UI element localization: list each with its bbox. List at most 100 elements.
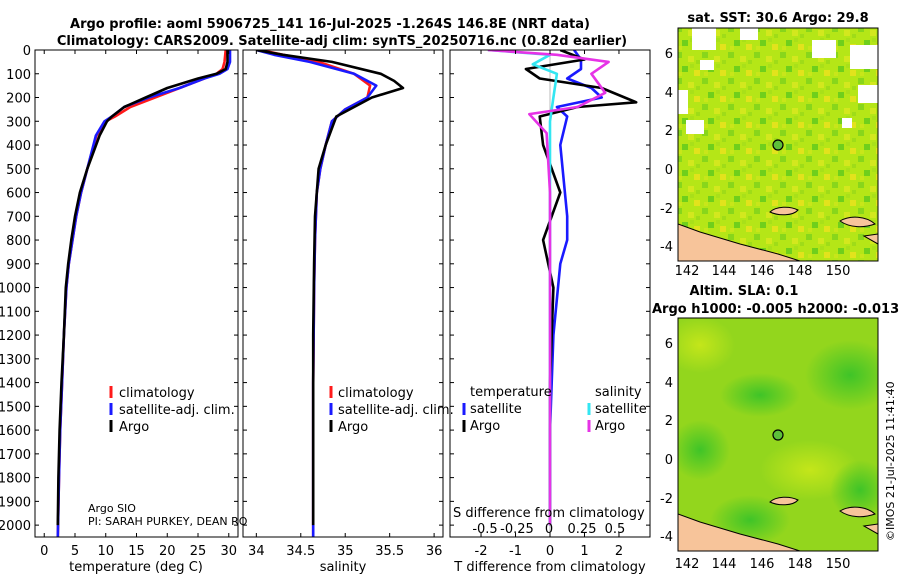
sst-map-frame xyxy=(677,27,879,262)
title-line-2: Climatology: CARS2009. Satellite-adj cli… xyxy=(57,34,627,49)
depth-tick-1500: 1500 xyxy=(0,400,31,415)
diff-legend-salinity-title: salinity xyxy=(595,385,642,400)
sst-xtick-142: 142 xyxy=(675,264,700,279)
sst-xtick-144: 144 xyxy=(712,264,737,279)
difference-xlabel: T difference from climatology xyxy=(453,560,646,575)
sal-xtick-label-1: 34.5 xyxy=(286,544,315,559)
sla-ytick-m4: -4 xyxy=(660,530,673,545)
salinity-axes-box xyxy=(242,49,444,538)
diff-series-salinity-satellite xyxy=(487,50,559,526)
sst-ytick-m2: -2 xyxy=(660,202,673,217)
temp-info-line-2: PI: SARAH PURKEY, DEAN RO xyxy=(88,515,248,528)
sal-legend-satellite: satellite-adj. clim. xyxy=(338,403,454,418)
depth-tick-0: 0 xyxy=(23,44,31,59)
depth-tick-1200: 1200 xyxy=(0,329,31,344)
temp-legend-argo: Argo xyxy=(119,420,149,435)
depth-tick-1800: 1800 xyxy=(0,472,31,487)
sla-ytick-4: 4 xyxy=(665,376,673,391)
diff-legend-t-satellite: satellite xyxy=(470,402,522,417)
sla-map-title-1: Altim. SLA: 0.1 xyxy=(690,284,799,299)
diff-series-temperature-argo xyxy=(524,50,638,526)
depth-tick-700: 700 xyxy=(6,210,31,225)
depth-tick-300: 300 xyxy=(6,115,31,130)
depth-tick-1900: 1900 xyxy=(0,495,31,510)
depth-tick-1000: 1000 xyxy=(0,282,31,297)
diff-legend-s-satellite: satellite xyxy=(595,402,647,417)
depth-tick-1100: 1100 xyxy=(0,305,31,320)
depth-tick-600: 600 xyxy=(6,187,31,202)
sst-xtick-150: 150 xyxy=(826,264,851,279)
depth-tick-800: 800 xyxy=(6,234,31,249)
sal-xtick-label-0: 34 xyxy=(248,544,265,559)
temperature-panel: 0 5 10 15 20 25 30 temperature (deg C) climato… xyxy=(34,49,248,575)
sst-missing-data-gaps xyxy=(678,28,878,134)
sal-series-satellite-adj-clim- xyxy=(255,50,378,537)
s-diff-tick-0: 0 xyxy=(545,522,553,537)
sla-xtick-150: 150 xyxy=(826,557,851,572)
diff-xtick-label-3: 1 xyxy=(580,544,588,559)
sal-xtick-label-2: 35 xyxy=(337,544,354,559)
temp-series-satellite-adj-clim- xyxy=(56,50,232,537)
sla-xticks: 142 144 146 148 150 xyxy=(675,557,851,572)
s-diff-tick-025: 0.25 xyxy=(568,522,597,537)
diff-xtick-label-1: -1 xyxy=(509,544,522,559)
temp-legend-satellite: satellite-adj. clim. xyxy=(119,403,235,418)
s-diff-tick-050: 0.5 xyxy=(605,522,626,537)
sal-xtick-label-3: 35.5 xyxy=(375,544,404,559)
diff-legend-s-argo: Argo xyxy=(595,419,625,434)
depth-tick-900: 900 xyxy=(6,258,31,273)
s-diff-tick-m025: -0.25 xyxy=(500,522,534,537)
salinity-xlabel: salinity xyxy=(320,560,367,575)
temperature-legend: climatology satellite-adj. clim. Argo xyxy=(109,386,235,435)
temp-xtick-label-5: 25 xyxy=(190,544,207,559)
difference-legend: temperature salinity satellite Argo sate… xyxy=(462,385,647,434)
imos-watermark: ©IMOS 21-Jul-2025 11:41:40 xyxy=(884,381,897,541)
temp-xtick-label-6: 30 xyxy=(220,544,237,559)
sla-map-frame xyxy=(677,317,879,552)
depth-tick-500: 500 xyxy=(6,163,31,178)
temp-xtick-label-1: 5 xyxy=(71,544,79,559)
depth-tick-400: 400 xyxy=(6,139,31,154)
sst-xtick-146: 146 xyxy=(750,264,775,279)
sla-coastlines xyxy=(678,496,878,551)
sla-field-blobs xyxy=(678,318,878,545)
s-difference-ticks: -0.5 -0.25 0 0.25 0.5 xyxy=(472,522,625,537)
sla-yticks: 6 4 2 0 -2 -4 xyxy=(660,337,673,545)
difference-panel: -2 -1 0 1 2 T difference from climatology S … xyxy=(449,49,651,575)
s-diff-tick-m050: -0.5 xyxy=(472,522,497,537)
diff-xtick-label-0: -2 xyxy=(475,544,488,559)
sst-xticks: 142 144 146 148 150 xyxy=(675,264,851,279)
temp-legend-climatology: climatology xyxy=(119,386,195,401)
temp-xtick-label-3: 15 xyxy=(128,544,145,559)
temp-xtick-label-0: 0 xyxy=(40,544,48,559)
depth-tick-labels: 0 100 200 300 400 500 600 700 800 900 1000 1100 1200… xyxy=(0,44,31,534)
sla-ytick-2: 2 xyxy=(665,414,673,429)
diff-series-temperature-satellite xyxy=(548,50,604,526)
sst-map: sat. SST: 30.6 Argo: 29.8 xyxy=(660,11,879,279)
sla-argo-location-marker xyxy=(772,429,784,441)
sla-xtick-144: 144 xyxy=(712,557,737,572)
s-difference-label: S difference from climatology xyxy=(453,506,645,521)
depth-tick-1400: 1400 xyxy=(0,377,31,392)
sal-series-argo xyxy=(256,50,405,526)
sla-map: Altim. SLA: 0.1 Argo h1000: -0.005 h2000… xyxy=(652,284,899,572)
sst-ytick-2: 2 xyxy=(665,124,673,139)
diff-legend-temperature-title: temperature xyxy=(470,385,552,400)
sla-xtick-148: 148 xyxy=(788,557,813,572)
salinity-legend: climatology satellite-adj. clim. Argo xyxy=(329,386,454,435)
sst-xtick-148: 148 xyxy=(788,264,813,279)
depth-tick-100: 100 xyxy=(6,68,31,83)
sla-ytick-m2: -2 xyxy=(660,492,673,507)
temp-xtick-label-2: 10 xyxy=(97,544,114,559)
diff-xtick-label-2: 0 xyxy=(546,544,554,559)
sla-map-title-2: Argo h1000: -0.005 h2000: -0.013 xyxy=(652,302,899,317)
salinity-panel: 34 34.5 35 35.5 36 salinity climatology sate… xyxy=(242,49,454,575)
temp-xtick-label-4: 20 xyxy=(159,544,176,559)
depth-tick-1700: 1700 xyxy=(0,448,31,463)
sal-legend-argo: Argo xyxy=(338,420,368,435)
sst-map-title: sat. SST: 30.6 Argo: 29.8 xyxy=(687,11,868,26)
depth-tick-1600: 1600 xyxy=(0,424,31,439)
sst-ytick-m4: -4 xyxy=(660,240,673,255)
sst-coastlines xyxy=(678,206,878,261)
temp-series-argo xyxy=(56,50,229,526)
